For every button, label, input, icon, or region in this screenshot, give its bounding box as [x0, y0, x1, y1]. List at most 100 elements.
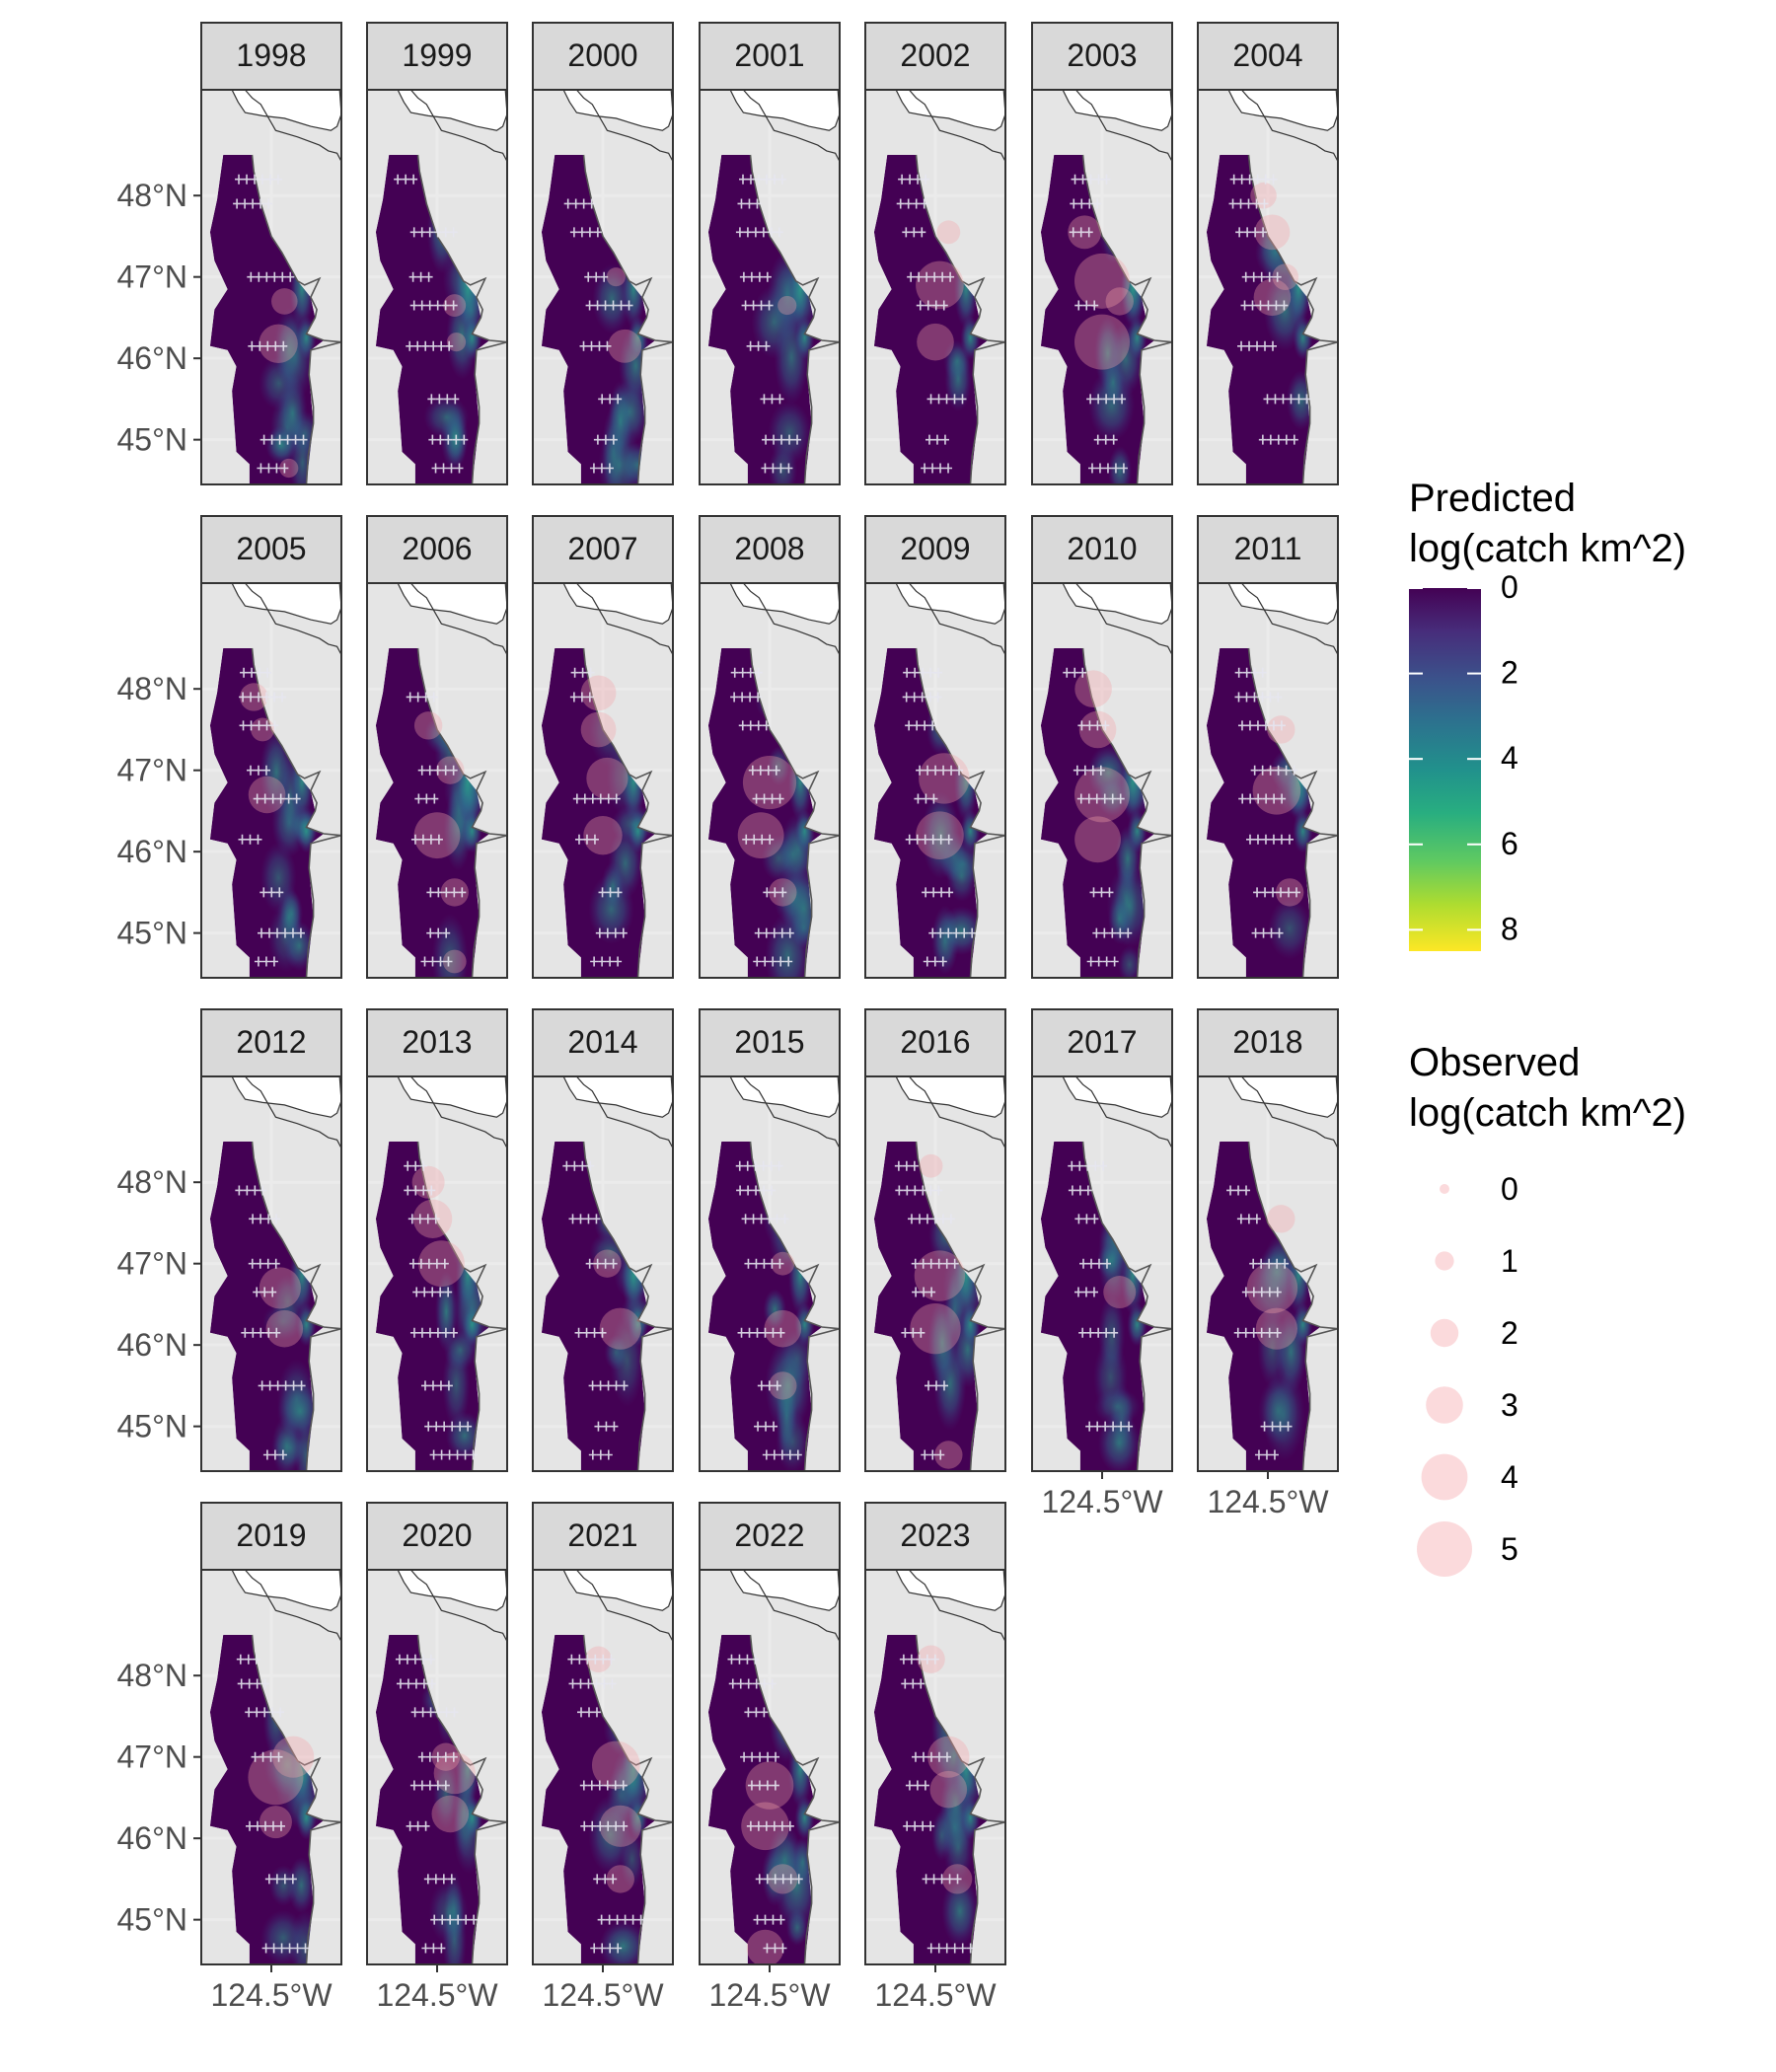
- facet-panel-1998: 1998 48°N 47°N 46°N 45°N: [117, 22, 342, 485]
- sampling-station-marker: [429, 692, 438, 703]
- sampling-station-marker: [433, 1780, 442, 1791]
- sampling-station-marker: [903, 1820, 912, 1831]
- sampling-station-marker: [763, 1874, 772, 1885]
- sampling-station-marker: [246, 765, 255, 776]
- sampling-station-marker: [441, 300, 450, 311]
- sampling-station-marker: [747, 271, 756, 282]
- sampling-station-marker: [434, 1707, 443, 1718]
- sampling-station-marker: [440, 1258, 449, 1269]
- facet-panel-2008: 2008: [699, 515, 841, 979]
- sampling-station-marker: [261, 1943, 270, 1954]
- observed-legend: Observed log(catch km^2) 0 1 2 3 4 5: [1409, 1041, 1686, 1577]
- sampling-station-marker: [602, 1421, 611, 1432]
- sampling-station-marker: [1086, 956, 1095, 967]
- sampling-station-marker: [606, 956, 615, 967]
- sampling-station-marker: [1078, 1327, 1087, 1338]
- sampling-station-marker: [762, 340, 771, 351]
- sampling-station-marker: [574, 834, 583, 845]
- sampling-station-marker: [1233, 1327, 1242, 1338]
- observed-catch-point: [413, 812, 461, 859]
- sampling-station-marker: [741, 1214, 750, 1224]
- sampling-station-marker: [754, 340, 763, 351]
- panel-border: [532, 1075, 674, 1472]
- observed-catch-point: [265, 1309, 304, 1348]
- sampling-station-marker: [955, 765, 964, 776]
- sampling-station-marker: [926, 1820, 935, 1831]
- sampling-station-marker: [427, 394, 436, 405]
- facet-panel-2004: 2004: [1197, 22, 1339, 485]
- sampling-station-marker: [413, 692, 422, 703]
- size-legend-label: 0: [1501, 1171, 1518, 1207]
- sampling-station-marker: [765, 1214, 774, 1224]
- sampling-station-marker: [735, 1654, 744, 1665]
- sampling-station-marker: [1074, 300, 1083, 311]
- sampling-station-marker: [928, 720, 937, 731]
- sampling-station-marker: [748, 765, 757, 776]
- sampling-station-marker: [426, 927, 435, 938]
- sampling-station-marker: [570, 1160, 579, 1171]
- vancouver-island-coast: [575, 1570, 673, 1642]
- sampling-station-marker: [784, 463, 793, 474]
- sampling-station-marker: [911, 1258, 920, 1269]
- sampling-station-marker: [239, 692, 248, 703]
- sampling-station-marker: [1273, 1327, 1282, 1338]
- sampling-station-marker: [299, 434, 308, 445]
- sampling-station-marker: [578, 1160, 587, 1171]
- sampling-station-marker: [429, 1449, 438, 1460]
- sampling-station-marker: [1082, 300, 1091, 311]
- sampling-station-marker: [1093, 1421, 1102, 1432]
- sampling-station-marker: [296, 927, 305, 938]
- sampling-station-marker: [755, 1874, 764, 1885]
- coastline: [915, 154, 1005, 484]
- panel-border: [1031, 582, 1173, 979]
- sampling-station-marker: [567, 1654, 576, 1665]
- sampling-station-marker: [1292, 887, 1300, 898]
- sampling-station-marker: [754, 667, 763, 678]
- sampling-station-marker: [417, 765, 426, 776]
- sampling-station-marker: [793, 434, 802, 445]
- sampling-station-marker: [245, 1707, 254, 1718]
- sampling-station-marker: [1090, 1214, 1099, 1224]
- sampling-station-marker: [593, 1258, 602, 1269]
- sampling-station-marker: [944, 834, 953, 845]
- coastline: [915, 647, 1005, 978]
- sampling-station-marker: [1090, 300, 1099, 311]
- sampling-station-marker: [1243, 227, 1252, 238]
- observed-catch-point: [259, 1267, 301, 1309]
- sampling-station-marker: [423, 1214, 432, 1224]
- sampling-station-marker: [429, 1943, 438, 1954]
- sampling-station-marker: [747, 1780, 756, 1791]
- sampling-station-marker: [568, 1214, 577, 1224]
- strait-water: [533, 90, 673, 131]
- sampling-station-marker: [576, 1678, 585, 1689]
- observed-catch-point: [1074, 816, 1121, 863]
- sampling-station-marker: [794, 1874, 803, 1885]
- sampling-station-marker: [910, 227, 919, 238]
- sampling-station-marker: [258, 1380, 266, 1391]
- sampling-station-marker: [596, 1820, 605, 1831]
- sampling-station-marker: [264, 198, 273, 209]
- sampling-station-marker: [604, 1380, 613, 1391]
- sampling-station-marker: [247, 692, 256, 703]
- sampling-station-marker: [944, 463, 953, 474]
- sampling-station-marker: [946, 1214, 955, 1224]
- sampling-station-marker: [919, 667, 927, 678]
- sampling-station-marker: [917, 1327, 925, 1338]
- panel-border: [200, 1075, 342, 1472]
- facet-strip-label: 2000: [567, 37, 637, 73]
- sampling-station-marker: [907, 1654, 916, 1665]
- sampling-station-marker: [278, 1449, 287, 1460]
- facet-strip-label: 1999: [402, 37, 472, 73]
- sampling-station-marker: [395, 1654, 404, 1665]
- predicted-colorbar: [1409, 588, 1481, 951]
- vancouver-island-coast: [244, 583, 341, 655]
- sampling-station-marker: [919, 1820, 927, 1831]
- sampling-station-marker: [936, 834, 945, 845]
- sampling-station-marker: [587, 1780, 596, 1791]
- sampling-station-marker: [577, 692, 586, 703]
- sampling-station-marker: [1249, 271, 1258, 282]
- sampling-station-marker: [410, 834, 419, 845]
- sampling-station-marker: [1124, 927, 1133, 938]
- sampling-station-marker: [272, 1327, 281, 1338]
- sampling-station-marker: [425, 1780, 434, 1791]
